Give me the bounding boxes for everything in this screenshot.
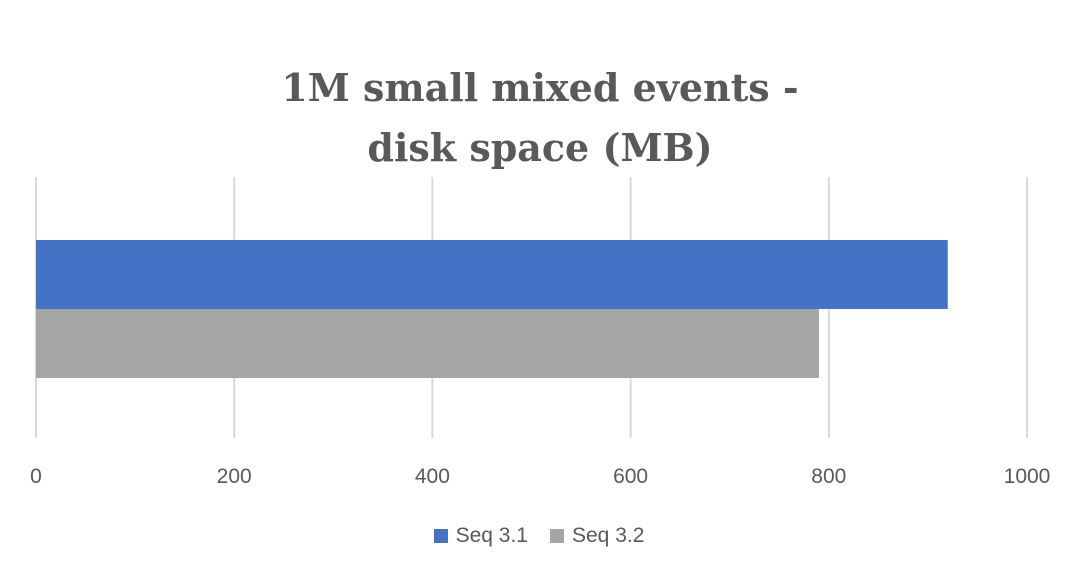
legend-label-series-1: Seq 3.1 [455,524,528,547]
legend-swatch-series-1 [433,529,448,543]
legend-swatch-series-2 [550,529,564,543]
x-tick-label-1000: 1000 [1004,465,1051,488]
bar-series-1 [36,240,948,309]
legend-label-series-2: Seq 3.2 [572,524,645,547]
chart-title-line2: disk space (MB) [367,125,713,170]
chart-title-line1: 1M small mixed events - [281,65,799,110]
bar-series-2 [36,309,819,378]
x-tick-label-400: 400 [415,465,450,488]
x-tick-label-0: 0 [30,465,42,488]
chart-title: 1M small mixed events - disk space (MB) [160,58,920,178]
x-tick-label-600: 600 [613,465,648,488]
legend-item-series-1: Seq 3.1 [433,524,528,548]
x-tick-label-200: 200 [217,465,252,488]
legend-item-series-2: Seq 3.2 [550,524,644,548]
x-tick-label-800: 800 [811,465,846,488]
legend: Seq 3.1 Seq 3.2 [0,520,1078,552]
